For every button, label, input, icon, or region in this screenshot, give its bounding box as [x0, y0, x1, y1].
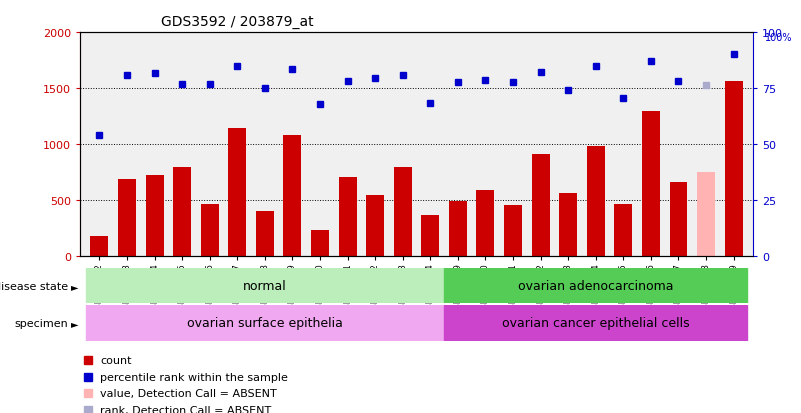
Bar: [421, 216, 439, 256]
Bar: [86, 306, 444, 341]
Bar: [444, 306, 747, 341]
Bar: [559, 194, 578, 256]
Bar: [173, 168, 191, 256]
Text: ovarian adenocarcinoma: ovarian adenocarcinoma: [518, 280, 674, 292]
Text: ►: ►: [70, 281, 78, 291]
Text: specimen: specimen: [14, 318, 68, 328]
Text: disease state: disease state: [0, 281, 68, 291]
Bar: [697, 173, 715, 256]
Text: value, Detection Call = ABSENT: value, Detection Call = ABSENT: [100, 388, 277, 398]
Bar: [366, 196, 384, 256]
Bar: [477, 190, 494, 256]
Bar: [91, 237, 108, 256]
Bar: [146, 176, 163, 256]
Bar: [311, 230, 329, 256]
Bar: [284, 135, 301, 256]
Text: GDS3592 / 203879_at: GDS3592 / 203879_at: [161, 15, 313, 29]
Text: percentile rank within the sample: percentile rank within the sample: [100, 372, 288, 382]
Bar: [256, 211, 274, 256]
Bar: [339, 178, 356, 256]
Text: normal: normal: [243, 280, 287, 292]
Bar: [504, 206, 522, 256]
Bar: [86, 268, 444, 304]
Bar: [725, 82, 743, 256]
Text: 100%: 100%: [765, 33, 792, 43]
Bar: [118, 179, 136, 256]
Text: ovarian cancer epithelial cells: ovarian cancer epithelial cells: [502, 317, 690, 330]
Bar: [201, 205, 219, 256]
Text: ovarian surface epithelia: ovarian surface epithelia: [187, 317, 343, 330]
Bar: [532, 154, 549, 256]
Bar: [394, 168, 412, 256]
Bar: [614, 205, 632, 256]
Bar: [642, 112, 660, 256]
Bar: [670, 183, 687, 256]
Bar: [444, 268, 747, 304]
Bar: [228, 129, 246, 256]
Text: count: count: [100, 355, 132, 365]
Bar: [587, 147, 605, 256]
Text: rank, Detection Call = ABSENT: rank, Detection Call = ABSENT: [100, 405, 272, 413]
Text: ►: ►: [70, 318, 78, 328]
Bar: [449, 202, 467, 256]
